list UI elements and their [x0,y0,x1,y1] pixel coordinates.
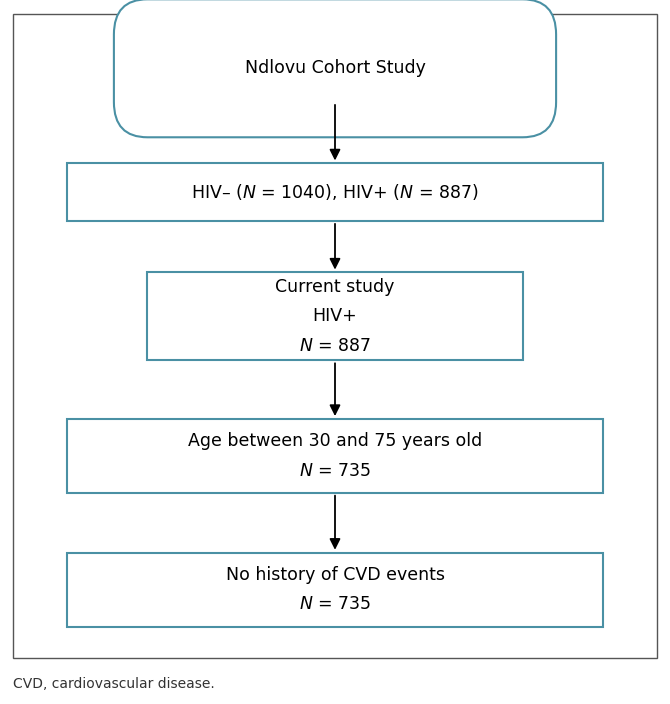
FancyBboxPatch shape [67,419,603,493]
Text: $N$ = 735: $N$ = 735 [299,462,371,479]
Text: Ndlovu Cohort Study: Ndlovu Cohort Study [245,59,425,77]
Text: Current study: Current study [275,278,395,296]
FancyBboxPatch shape [114,0,556,137]
FancyBboxPatch shape [67,553,603,627]
Text: No history of CVD events: No history of CVD events [226,566,444,584]
Text: Age between 30 and 75 years old: Age between 30 and 75 years old [188,432,482,450]
Text: CVD, cardiovascular disease.: CVD, cardiovascular disease. [13,677,215,691]
Text: HIV– ($N$ = 1040), HIV+ ($N$ = 887): HIV– ($N$ = 1040), HIV+ ($N$ = 887) [191,182,479,202]
Text: $N$ = 735: $N$ = 735 [299,596,371,613]
FancyBboxPatch shape [67,163,603,221]
Text: HIV+: HIV+ [313,308,357,325]
FancyBboxPatch shape [147,272,523,360]
Text: $N$ = 887: $N$ = 887 [299,337,371,355]
